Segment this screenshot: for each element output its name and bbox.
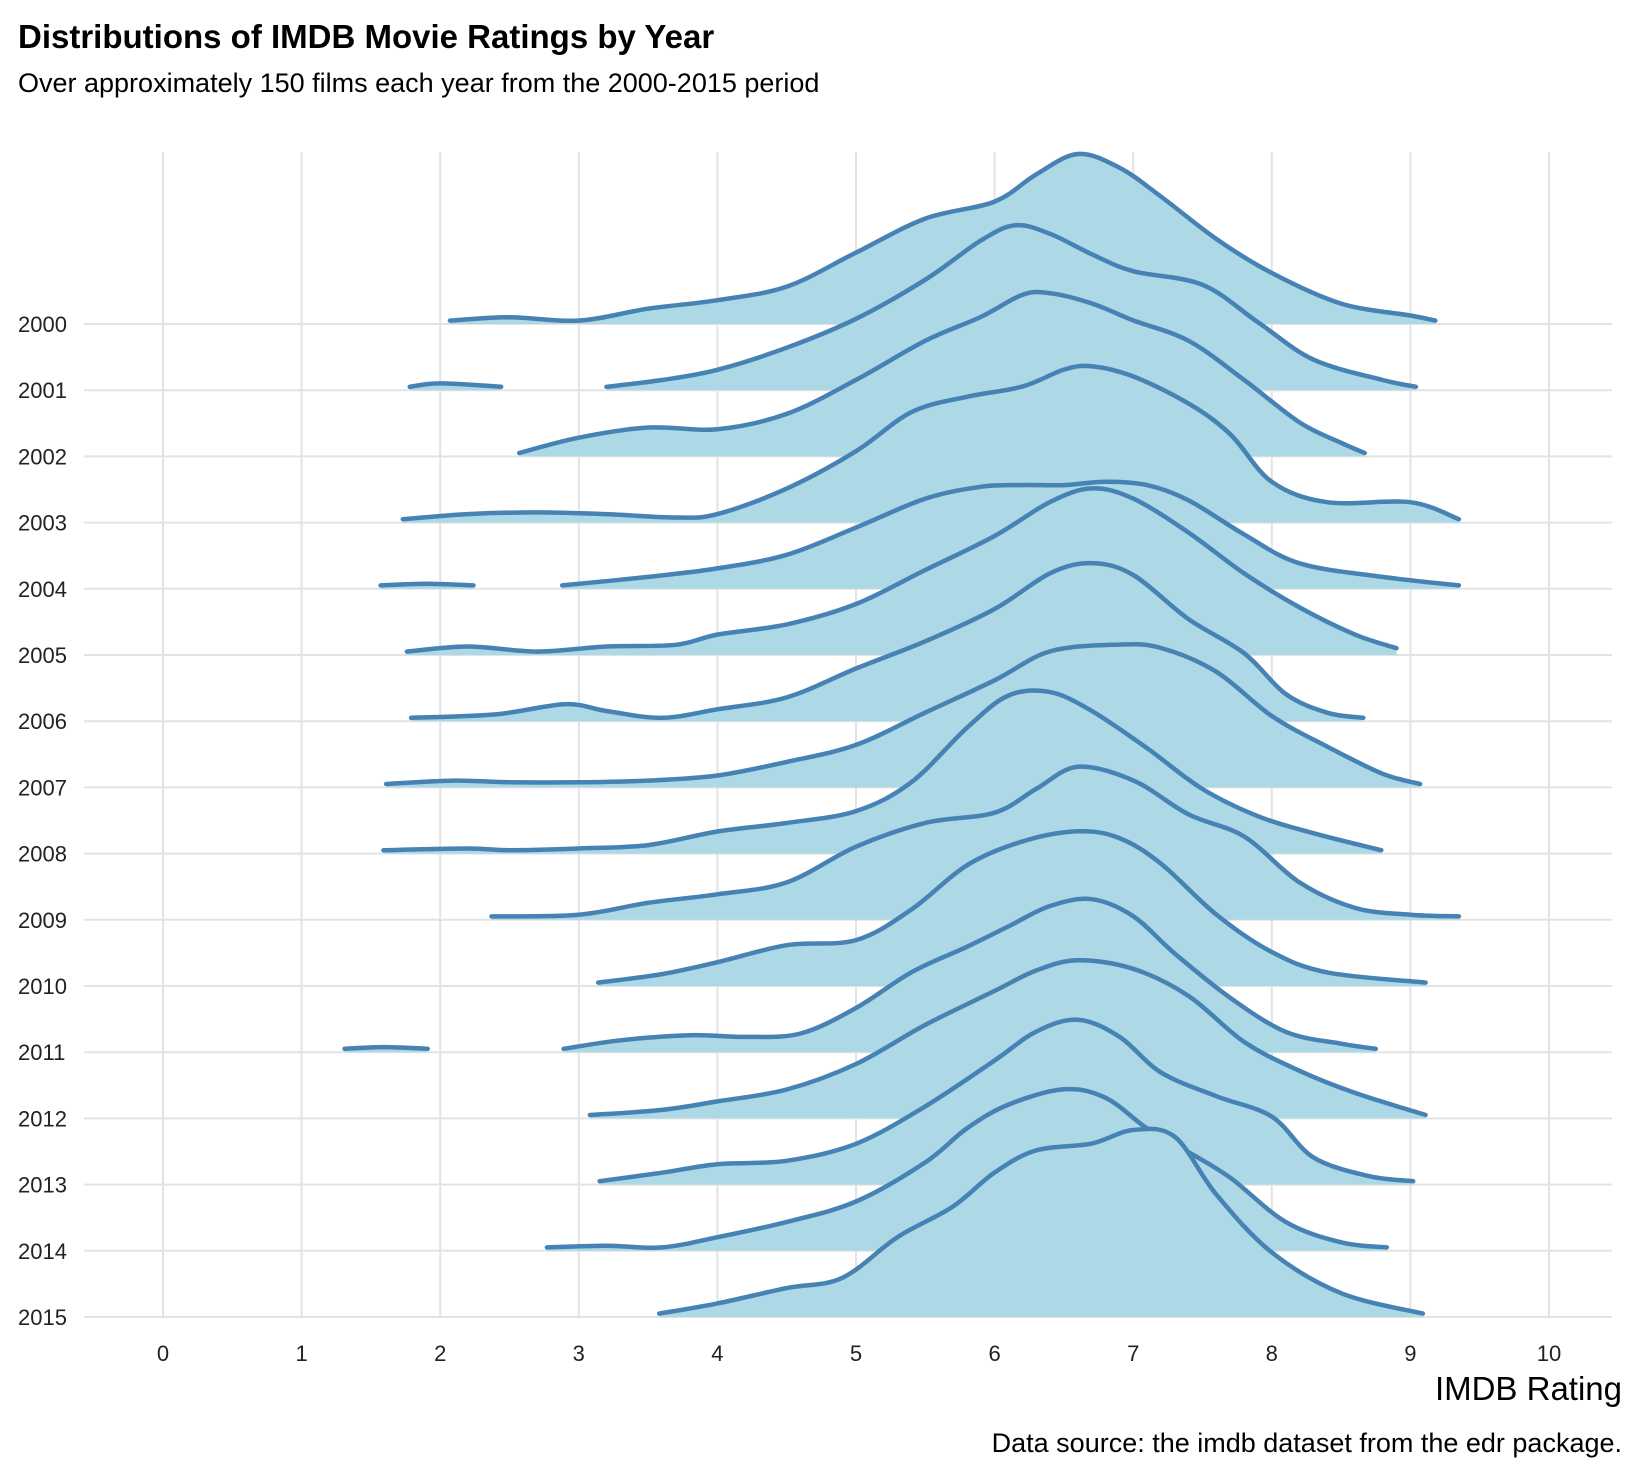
x-tick-label: 8 <box>1266 1341 1278 1366</box>
y-tick-label: 2000 <box>18 312 67 337</box>
ridge-2009 <box>489 764 1462 920</box>
ridge-line-2015 <box>656 1126 1426 1316</box>
x-tick-label: 6 <box>988 1341 1000 1366</box>
ridge-line-2011 <box>561 896 1379 1052</box>
y-tick-label: 2008 <box>18 842 67 867</box>
ridge-line-2008 <box>381 688 1384 853</box>
y-tick-label: 2011 <box>18 1040 65 1065</box>
ridge-line-2003 <box>400 363 1462 522</box>
y-tick-label: 2013 <box>18 1173 67 1198</box>
ridge-2007 <box>383 641 1423 788</box>
x-tick-label: 5 <box>850 1341 862 1366</box>
ridge-area-2012 <box>589 960 1426 1119</box>
ridge-line-2011 <box>342 1044 430 1052</box>
chart-subtitle: Over approximately 150 films each year f… <box>18 68 820 98</box>
ridge-line-2001 <box>407 381 504 390</box>
ridge-line-2013 <box>597 1017 1416 1184</box>
ridge-area-2015 <box>659 1128 1423 1317</box>
ridge-area-2003 <box>402 365 1459 523</box>
y-tick-label: 2001 <box>18 378 67 403</box>
ridge-2013 <box>597 1017 1416 1185</box>
ridge-2012 <box>587 958 1428 1119</box>
chart-caption: Data source: the imdb dataset from the e… <box>991 1428 1622 1458</box>
x-tick-label: 9 <box>1404 1341 1416 1366</box>
ridge-line-2006 <box>408 560 1366 721</box>
ridge-line-2002 <box>516 289 1367 456</box>
ridge-2010 <box>595 828 1428 986</box>
y-tick-label: 2015 <box>18 1305 67 1330</box>
x-tick-label: 7 <box>1127 1341 1139 1366</box>
ridge-2003 <box>400 363 1462 523</box>
y-tick-label: 2003 <box>18 511 67 536</box>
x-axis-label: IMDB Rating <box>1434 1370 1622 1407</box>
ridge-line-2005 <box>404 486 1399 654</box>
ridge-line-2004 <box>378 581 476 588</box>
ridge-line-2007 <box>383 641 1423 787</box>
x-tick-label: 10 <box>1537 1341 1561 1366</box>
y-tick-label: 2009 <box>18 908 67 933</box>
y-tick-label: 2012 <box>18 1106 67 1131</box>
chart-title: Distributions of IMDB Movie Ratings by Y… <box>18 18 715 55</box>
ridge-2015 <box>656 1126 1426 1317</box>
ridge-line-2009 <box>489 764 1462 919</box>
label-layer: 0 1 2 3 4 5 6 7 8 9 10 2000 2001 2002 2003 2004 2005 2006… <box>18 312 1561 1366</box>
y-tick-label: 2005 <box>18 643 67 668</box>
y-tick-label: 2010 <box>18 974 67 999</box>
ridge-layer <box>342 151 1462 1317</box>
ridge-line-2010 <box>595 828 1428 985</box>
ridge-line-2000 <box>447 151 1438 324</box>
ridge-area-2009 <box>491 766 1459 920</box>
ridge-area-2007 <box>386 644 1421 788</box>
y-tick-label: 2004 <box>18 577 67 602</box>
x-tick-label: 1 <box>295 1341 307 1366</box>
ridge-line-2014 <box>544 1086 1390 1250</box>
y-tick-label: 2006 <box>18 709 67 734</box>
y-tick-label: 2014 <box>18 1239 67 1264</box>
x-tick-label: 3 <box>573 1341 585 1366</box>
ridge-line-2004 <box>559 479 1462 588</box>
y-tick-label: 2007 <box>18 775 67 800</box>
x-tick-label: 0 <box>157 1341 169 1366</box>
x-tick-label: 2 <box>434 1341 446 1366</box>
ridge-area-2013 <box>599 1019 1414 1185</box>
ridge-line-2001 <box>604 222 1419 390</box>
ridge-area-2010 <box>598 831 1426 986</box>
ridge-line-2012 <box>587 958 1428 1118</box>
y-tick-label: 2002 <box>18 444 67 469</box>
x-tick-label: 4 <box>711 1341 723 1366</box>
